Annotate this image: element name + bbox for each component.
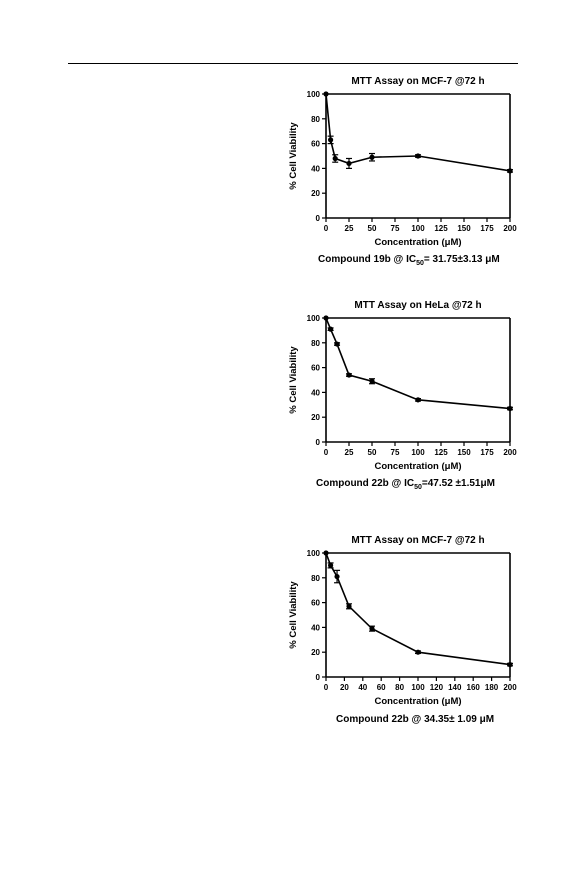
series-line (325, 317, 511, 410)
x-tick-label: 75 (391, 224, 400, 233)
chart-svg: MTT Assay on HeLa @72 h 0 20 40 60 80 100 0 25 50… (288, 300, 517, 472)
y-tick-label: 100 (307, 549, 321, 558)
data-point (328, 562, 334, 568)
x-tick-label: 100 (411, 683, 425, 692)
chart-mcf7-22b: MTT Assay on MCF-7 @72 h 0 20 40 60 80 100 0 20 4… (270, 531, 530, 731)
y-tick-label: 20 (311, 648, 320, 657)
x-tick-label: 25 (345, 448, 354, 457)
x-axis-label: Concentration (μM) (374, 461, 461, 472)
x-tick-label: 100 (411, 448, 425, 457)
x-tick-label: 50 (368, 448, 377, 457)
y-tick-label: 40 (311, 623, 320, 632)
caption-subscript: 50 (416, 260, 424, 267)
x-axis-label: Concentration (μM) (374, 237, 461, 248)
data-point (334, 573, 340, 580)
data-point (332, 155, 338, 162)
data-point (507, 168, 513, 174)
data-point (334, 341, 340, 347)
caption-main: Compound 22b @ IC (316, 478, 415, 489)
chart-svg: MTT Assay on MCF-7 @72 h 0 20 40 60 80 100 0 20 4… (288, 535, 517, 707)
y-tick-label: 100 (307, 314, 321, 323)
y-tick-label: 80 (311, 574, 320, 583)
x-tick-label: 200 (503, 683, 517, 692)
y-tick-label: 40 (311, 164, 320, 173)
y-tick-label: 0 (316, 214, 321, 223)
data-point (415, 397, 421, 403)
chart-caption: Compound 22b @ IC50=47.52 ±1.51μM (316, 478, 495, 491)
y-tick-label: 0 (316, 438, 321, 447)
caption-main: Compound 19b @ IC (318, 254, 417, 265)
chart-caption: Compound 22b @ 34.35± 1.09 μM (336, 714, 494, 727)
data-point (346, 160, 352, 167)
x-axis-label: Concentration (μM) (374, 696, 461, 707)
x-tick-label: 120 (430, 683, 444, 692)
data-point (369, 378, 375, 384)
caption-main: Compound 22b @ 34.35± 1.09 μM (336, 714, 495, 725)
y-tick-label: 80 (311, 115, 320, 124)
data-point (369, 626, 375, 632)
header-rule (68, 63, 518, 64)
x-tick-label: 0 (324, 448, 329, 457)
x-tick-label: 50 (368, 224, 377, 233)
data-point (346, 603, 352, 609)
y-tick-label: 40 (311, 388, 320, 397)
y-tick-label: 0 (316, 673, 321, 682)
y-tick-label: 60 (311, 599, 320, 608)
y-tick-label: 60 (311, 140, 320, 149)
chart-title: MTT Assay on HeLa @72 h (354, 300, 481, 311)
x-tick-label: 40 (358, 683, 367, 692)
x-tick-label: 175 (480, 224, 494, 233)
x-tick-label: 125 (434, 448, 448, 457)
data-point (328, 326, 334, 332)
caption-subscript: 50 (414, 484, 422, 491)
x-tick-label: 100 (411, 224, 425, 233)
series-line (325, 93, 511, 172)
data-point (328, 137, 334, 143)
x-tick-label: 150 (457, 448, 471, 457)
chart-hela-22b: MTT Assay on HeLa @72 h 0 20 40 60 80 100 0 25 50… (270, 296, 530, 496)
x-tick-label: 25 (345, 224, 354, 233)
y-tick-label: 100 (307, 90, 321, 99)
x-tick-label: 150 (457, 224, 471, 233)
x-tick-label: 80 (395, 683, 404, 692)
chart-svg: MTT Assay on MCF-7 @72 h 0 20 40 60 80 100 0 25 5… (288, 76, 517, 248)
data-point (415, 153, 421, 159)
x-tick-label: 200 (503, 224, 517, 233)
chart-title: MTT Assay on MCF-7 @72 h (351, 76, 484, 87)
caption-value: = 31.75±3.13 μM (423, 254, 500, 265)
x-tick-label: 180 (485, 683, 499, 692)
y-tick-label: 20 (311, 413, 320, 422)
x-tick-label: 20 (340, 683, 349, 692)
y-tick-label: 60 (311, 364, 320, 373)
x-tick-label: 60 (377, 683, 386, 692)
series-line (325, 552, 511, 666)
x-tick-label: 0 (324, 224, 329, 233)
x-tick-label: 75 (391, 448, 400, 457)
chart-caption: Compound 19b @ IC50= 31.75±3.13 μM (318, 254, 500, 267)
data-point (369, 154, 375, 160)
y-axis-label: % Cell Viability (288, 346, 299, 414)
caption-value: =47.52 ±1.51μM (421, 478, 495, 489)
data-point (507, 662, 513, 668)
data-point (415, 649, 421, 655)
x-tick-label: 175 (480, 448, 494, 457)
data-point (507, 405, 513, 412)
data-point (323, 315, 329, 321)
y-axis-label: % Cell Viability (288, 581, 299, 649)
chart-title: MTT Assay on MCF-7 @72 h (351, 535, 484, 546)
chart-mcf7-19b: MTT Assay on MCF-7 @72 h 0 20 40 60 80 100 0 25 5… (270, 72, 530, 272)
x-tick-label: 160 (467, 683, 481, 692)
data-point (346, 372, 352, 378)
x-tick-label: 125 (434, 224, 448, 233)
data-point (323, 550, 329, 556)
x-tick-label: 200 (503, 448, 517, 457)
y-tick-label: 20 (311, 189, 320, 198)
y-tick-label: 80 (311, 339, 320, 348)
data-point (323, 91, 329, 97)
x-tick-label: 0 (324, 683, 329, 692)
y-axis-label: % Cell Viability (288, 122, 299, 190)
x-tick-label: 140 (448, 683, 462, 692)
